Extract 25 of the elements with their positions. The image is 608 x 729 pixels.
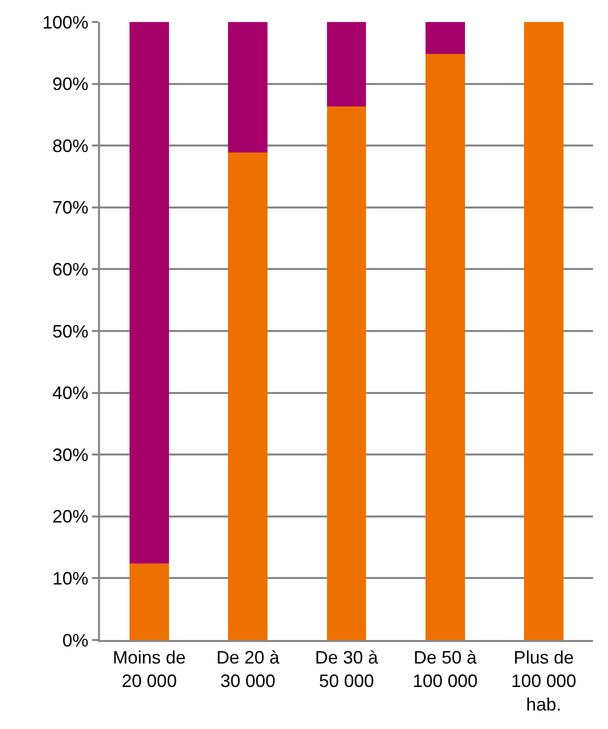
y-tick-label: 60% — [52, 260, 88, 280]
bar — [524, 22, 564, 640]
y-tick-label: 80% — [52, 136, 88, 156]
x-tick-label: Plus de 100 000 hab. — [511, 648, 576, 714]
y-tick-label: 20% — [52, 506, 88, 527]
y-tick-label: 50% — [52, 321, 88, 342]
bar — [130, 22, 170, 564]
y-tick-label: 40% — [52, 383, 88, 404]
y-tick-label: 0% — [62, 630, 88, 650]
y-tick-label: 30% — [52, 444, 88, 465]
bar — [228, 22, 268, 152]
y-tick-label: 90% — [52, 74, 88, 94]
y-tick-label: 10% — [52, 568, 88, 588]
bar — [326, 106, 366, 640]
bar — [228, 152, 268, 640]
y-tick-label: 70% — [52, 198, 88, 218]
x-tick-label: Moins de 20 000 — [112, 648, 186, 691]
x-tick-label: De 20 à 30 000 — [216, 648, 280, 691]
x-tick-label: De 50 à 100 000 — [412, 648, 478, 691]
x-tick-label: De 30 à 50 000 — [314, 648, 380, 691]
bar — [326, 22, 366, 107]
bar — [425, 22, 465, 54]
y-tick-label: 100% — [42, 12, 88, 32]
bar — [130, 563, 170, 640]
bar — [425, 54, 465, 640]
